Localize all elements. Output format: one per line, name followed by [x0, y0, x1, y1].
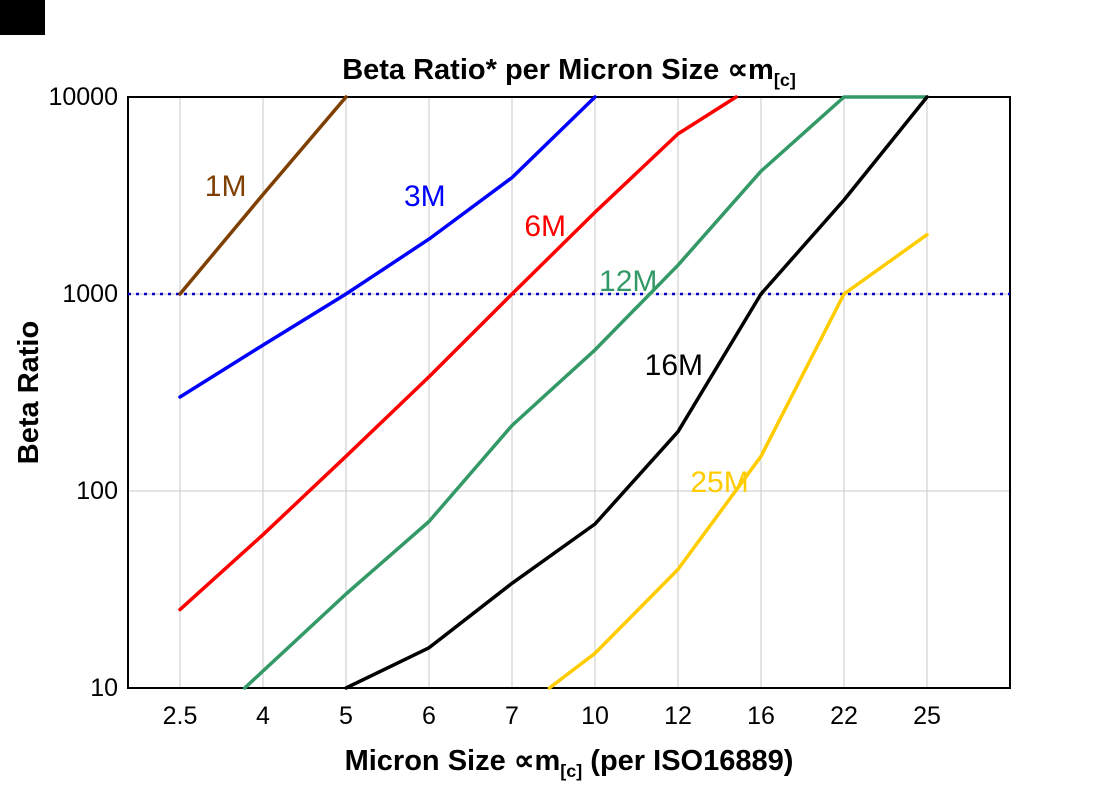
x-tick-label: 2.5	[162, 702, 198, 730]
series-line-16M	[344, 95, 929, 690]
series-line-12M	[242, 95, 929, 690]
x-axis-label-subscript: [c]	[560, 760, 583, 781]
series-label-6M: 6M	[524, 209, 567, 243]
x-tick-label: 6	[422, 702, 436, 730]
series-line-1M	[178, 95, 348, 296]
series-label-12M: 12M	[599, 265, 658, 299]
y-tick-label: 10	[90, 674, 118, 702]
y-tick-label: 1000	[62, 280, 118, 308]
corner-mark	[0, 0, 45, 35]
x-axis-label: Micron Size ∝m[c] (per ISO16889)	[128, 743, 1010, 782]
series-line-6M	[178, 95, 738, 612]
x-tick-label: 10	[581, 702, 609, 730]
chart-title: Beta Ratio* per Micron Size ∝m[c]	[128, 52, 1010, 91]
series-line-25M	[547, 232, 929, 690]
x-tick-label: 22	[830, 702, 858, 730]
y-tick-label: 10000	[48, 83, 118, 111]
chart-title-text: Beta Ratio* per Micron Size ∝m	[342, 54, 774, 86]
x-tick-label: 16	[747, 702, 775, 730]
x-axis-label-text: Micron Size ∝m	[344, 745, 561, 777]
series-label-1M: 1M	[204, 169, 247, 203]
x-tick-label: 12	[664, 702, 692, 730]
y-tick-label: 100	[76, 477, 118, 505]
plot-border	[127, 96, 1011, 689]
series-label-25M: 25M	[690, 465, 749, 499]
chart-title-subscript: [c]	[773, 69, 796, 90]
y-axis-label: Beta Ratio	[8, 97, 52, 688]
x-tick-label: 7	[505, 702, 519, 730]
x-tick-label: 5	[339, 702, 353, 730]
x-tick-label: 4	[256, 702, 270, 730]
plot-area	[127, 95, 1011, 690]
series-line-3M	[178, 95, 597, 399]
y-axis-label-text: Beta Ratio	[13, 320, 46, 465]
x-tick-label: 25	[913, 702, 941, 730]
series-label-16M: 16M	[644, 349, 704, 383]
x-axis-label-rest: (per ISO16889)	[582, 745, 794, 777]
series-label-3M: 3M	[404, 180, 446, 214]
